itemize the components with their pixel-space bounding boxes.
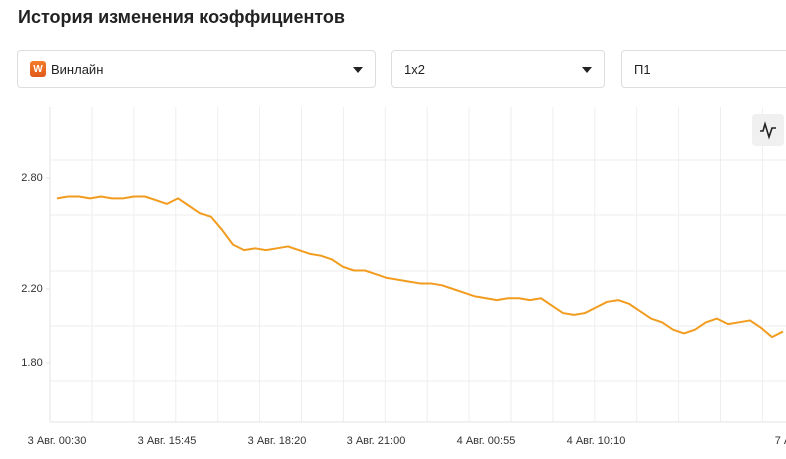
select-label: П1 — [634, 61, 651, 77]
x-tick-label: 3 Авг. 15:45 — [138, 435, 197, 447]
odds-line — [56, 195, 784, 339]
x-tick-label: 7 А — [775, 435, 786, 447]
y-tick-label: 2.80 — [21, 172, 42, 184]
caret — [582, 67, 592, 73]
page-title: История изменения коэффициентов — [18, 7, 345, 27]
y-tick-label: 1.80 — [21, 357, 42, 369]
bookmaker-select[interactable]: W Винлайн — [17, 50, 376, 88]
bookmaker-icon: W — [30, 61, 46, 77]
market-select[interactable]: 1х2 — [391, 50, 605, 88]
x-tick-label: 4 Авг. 10:10 — [567, 435, 626, 447]
plot-background — [50, 107, 786, 422]
x-tick-label: 3 Авг. 21:00 — [347, 435, 406, 447]
caret — [353, 67, 363, 73]
outcome-select[interactable]: П1 — [621, 50, 786, 88]
y-tick-label: 2.20 — [21, 283, 42, 295]
chart-mode-icon — [760, 121, 776, 140]
select-label: 1х2 — [404, 61, 425, 77]
chart-mode-button[interactable] — [752, 114, 784, 146]
x-tick-label: 3 Авг. 00:30 — [28, 435, 87, 447]
select-label: Винлайн — [51, 61, 104, 77]
x-tick-label: 4 Авг. 00:55 — [457, 435, 516, 447]
x-tick-label: 3 Авг. 18:20 — [248, 435, 307, 447]
